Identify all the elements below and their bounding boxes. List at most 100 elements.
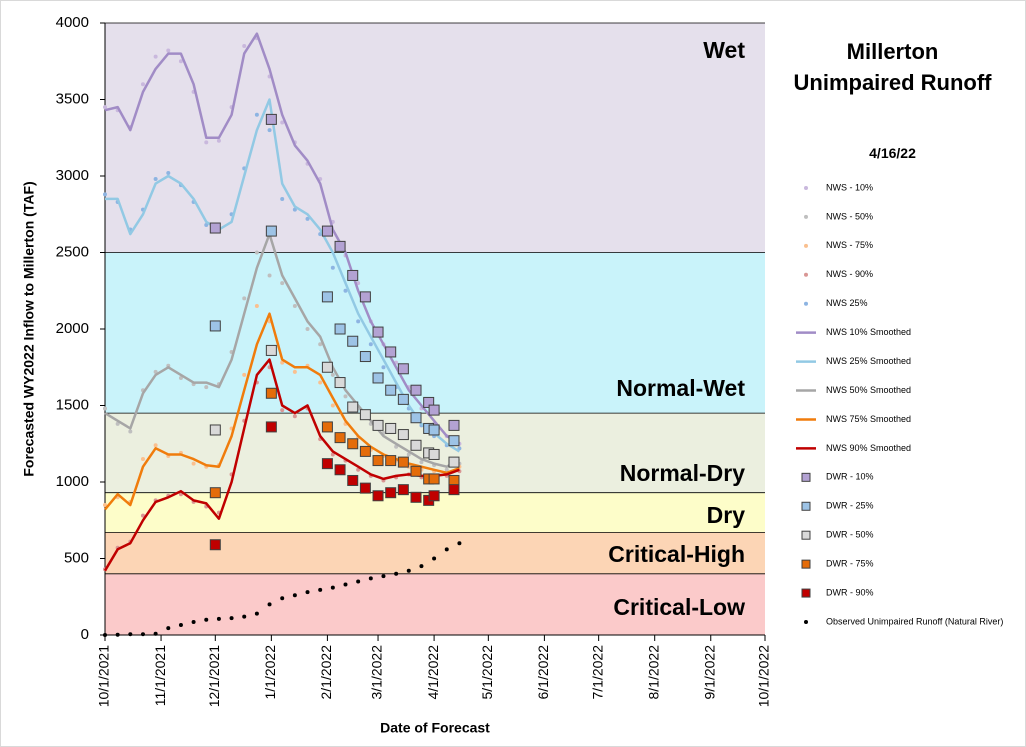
legend-label: NWS - 75% — [826, 240, 873, 250]
x-tick-label: 2/1/2022 — [318, 645, 334, 700]
square-point — [359, 409, 371, 421]
square-point — [347, 474, 359, 486]
square-point — [448, 474, 460, 486]
scatter-point — [330, 403, 335, 408]
x-tick-label: 3/1/2022 — [369, 645, 385, 700]
scatter-point — [280, 281, 285, 286]
square-point — [428, 424, 440, 436]
scatter-point — [242, 372, 247, 377]
square-point — [372, 419, 384, 431]
square-point — [334, 240, 346, 252]
scatter-point — [444, 467, 449, 472]
legend-label: NWS 10% Smoothed — [826, 327, 911, 337]
square-point — [347, 269, 359, 281]
y-tick-label: 1500 — [56, 396, 89, 413]
scatter-point — [242, 296, 247, 301]
scatter-point — [204, 222, 209, 227]
scatter-point — [242, 614, 247, 619]
square-point — [265, 421, 277, 433]
scatter-point — [140, 457, 145, 462]
scatter-point — [267, 273, 272, 278]
chart-subtitle: 4/16/22 — [869, 145, 916, 161]
legend-dot — [804, 620, 808, 624]
square-point — [448, 484, 460, 496]
scatter-point — [191, 461, 196, 466]
scatter-point — [216, 138, 221, 143]
square-point — [410, 491, 422, 503]
square-point — [397, 484, 409, 496]
x-tick-label: 7/1/2022 — [589, 645, 605, 700]
y-axis-label: Forecasted WY2022 Inflow to Millerton (T… — [21, 181, 37, 476]
scatter-point — [140, 513, 145, 518]
scatter-point — [242, 43, 247, 48]
scatter-point — [254, 304, 259, 309]
y-tick-label: 2000 — [56, 320, 89, 337]
scatter-point — [368, 576, 373, 581]
square-point — [372, 455, 384, 467]
square-point — [372, 490, 384, 502]
scatter-point — [330, 585, 335, 590]
square-point — [359, 482, 371, 494]
scatter-point — [292, 414, 297, 419]
y-tick-label: 3000 — [56, 167, 89, 184]
legend-dot — [804, 186, 808, 190]
scatter-point — [444, 547, 449, 552]
square-point — [321, 421, 333, 433]
scatter-point — [343, 582, 348, 587]
scatter-point — [178, 59, 183, 64]
x-tick-label: 10/1/2021 — [96, 645, 112, 707]
scatter-point — [153, 631, 158, 636]
line-series — [104, 32, 461, 445]
x-axis-label: Date of Forecast — [380, 720, 490, 736]
x-tick-label: 1/1/2022 — [262, 645, 278, 700]
band-label: Wet — [703, 37, 745, 63]
y-tick-label: 4000 — [56, 14, 89, 31]
square-point — [209, 320, 221, 332]
scatter-point — [432, 556, 437, 561]
square-point — [334, 377, 346, 389]
square-point — [428, 448, 440, 460]
square-point — [428, 404, 440, 416]
scatter-point — [318, 587, 323, 592]
scatter-point — [280, 120, 285, 125]
x-tick-label: 5/1/2022 — [479, 645, 495, 700]
legend-label: NWS 25% — [826, 298, 868, 308]
scatter-point — [153, 54, 158, 59]
square-point — [347, 335, 359, 347]
square-point — [359, 291, 371, 303]
square-point — [397, 429, 409, 441]
scatter-point — [140, 632, 145, 637]
square-point — [265, 387, 277, 399]
legend-dot — [804, 272, 808, 277]
scatter-point — [103, 406, 107, 411]
square-point — [385, 422, 397, 434]
legend-label: NWS - 90% — [826, 269, 873, 279]
square-point — [209, 424, 221, 436]
square-point — [428, 473, 440, 485]
scatter-point — [115, 421, 120, 426]
y-tick-label: 500 — [64, 549, 89, 566]
y-tick-label: 0 — [81, 626, 89, 643]
square-point — [410, 384, 422, 396]
scatter-point — [419, 460, 424, 465]
x-tick-label: 10/1/2022 — [756, 645, 772, 707]
legend-dot — [804, 243, 808, 248]
scatter-point — [254, 611, 259, 616]
scatter-point — [305, 590, 310, 595]
square-point — [359, 445, 371, 457]
band-label: Normal-Dry — [620, 460, 745, 486]
scatter-point — [419, 564, 424, 569]
square-point — [372, 372, 384, 384]
scatter-point — [394, 571, 399, 576]
line-series — [105, 98, 461, 453]
x-tick-label: 8/1/2022 — [645, 645, 661, 700]
legend-dot — [804, 214, 808, 219]
square-point — [347, 438, 359, 450]
scatter-point — [318, 380, 323, 385]
x-tick-label: 11/1/2021 — [152, 645, 168, 706]
line-series — [103, 358, 460, 572]
legend-square — [801, 501, 811, 511]
square-point — [321, 361, 333, 373]
square-point — [209, 222, 221, 234]
